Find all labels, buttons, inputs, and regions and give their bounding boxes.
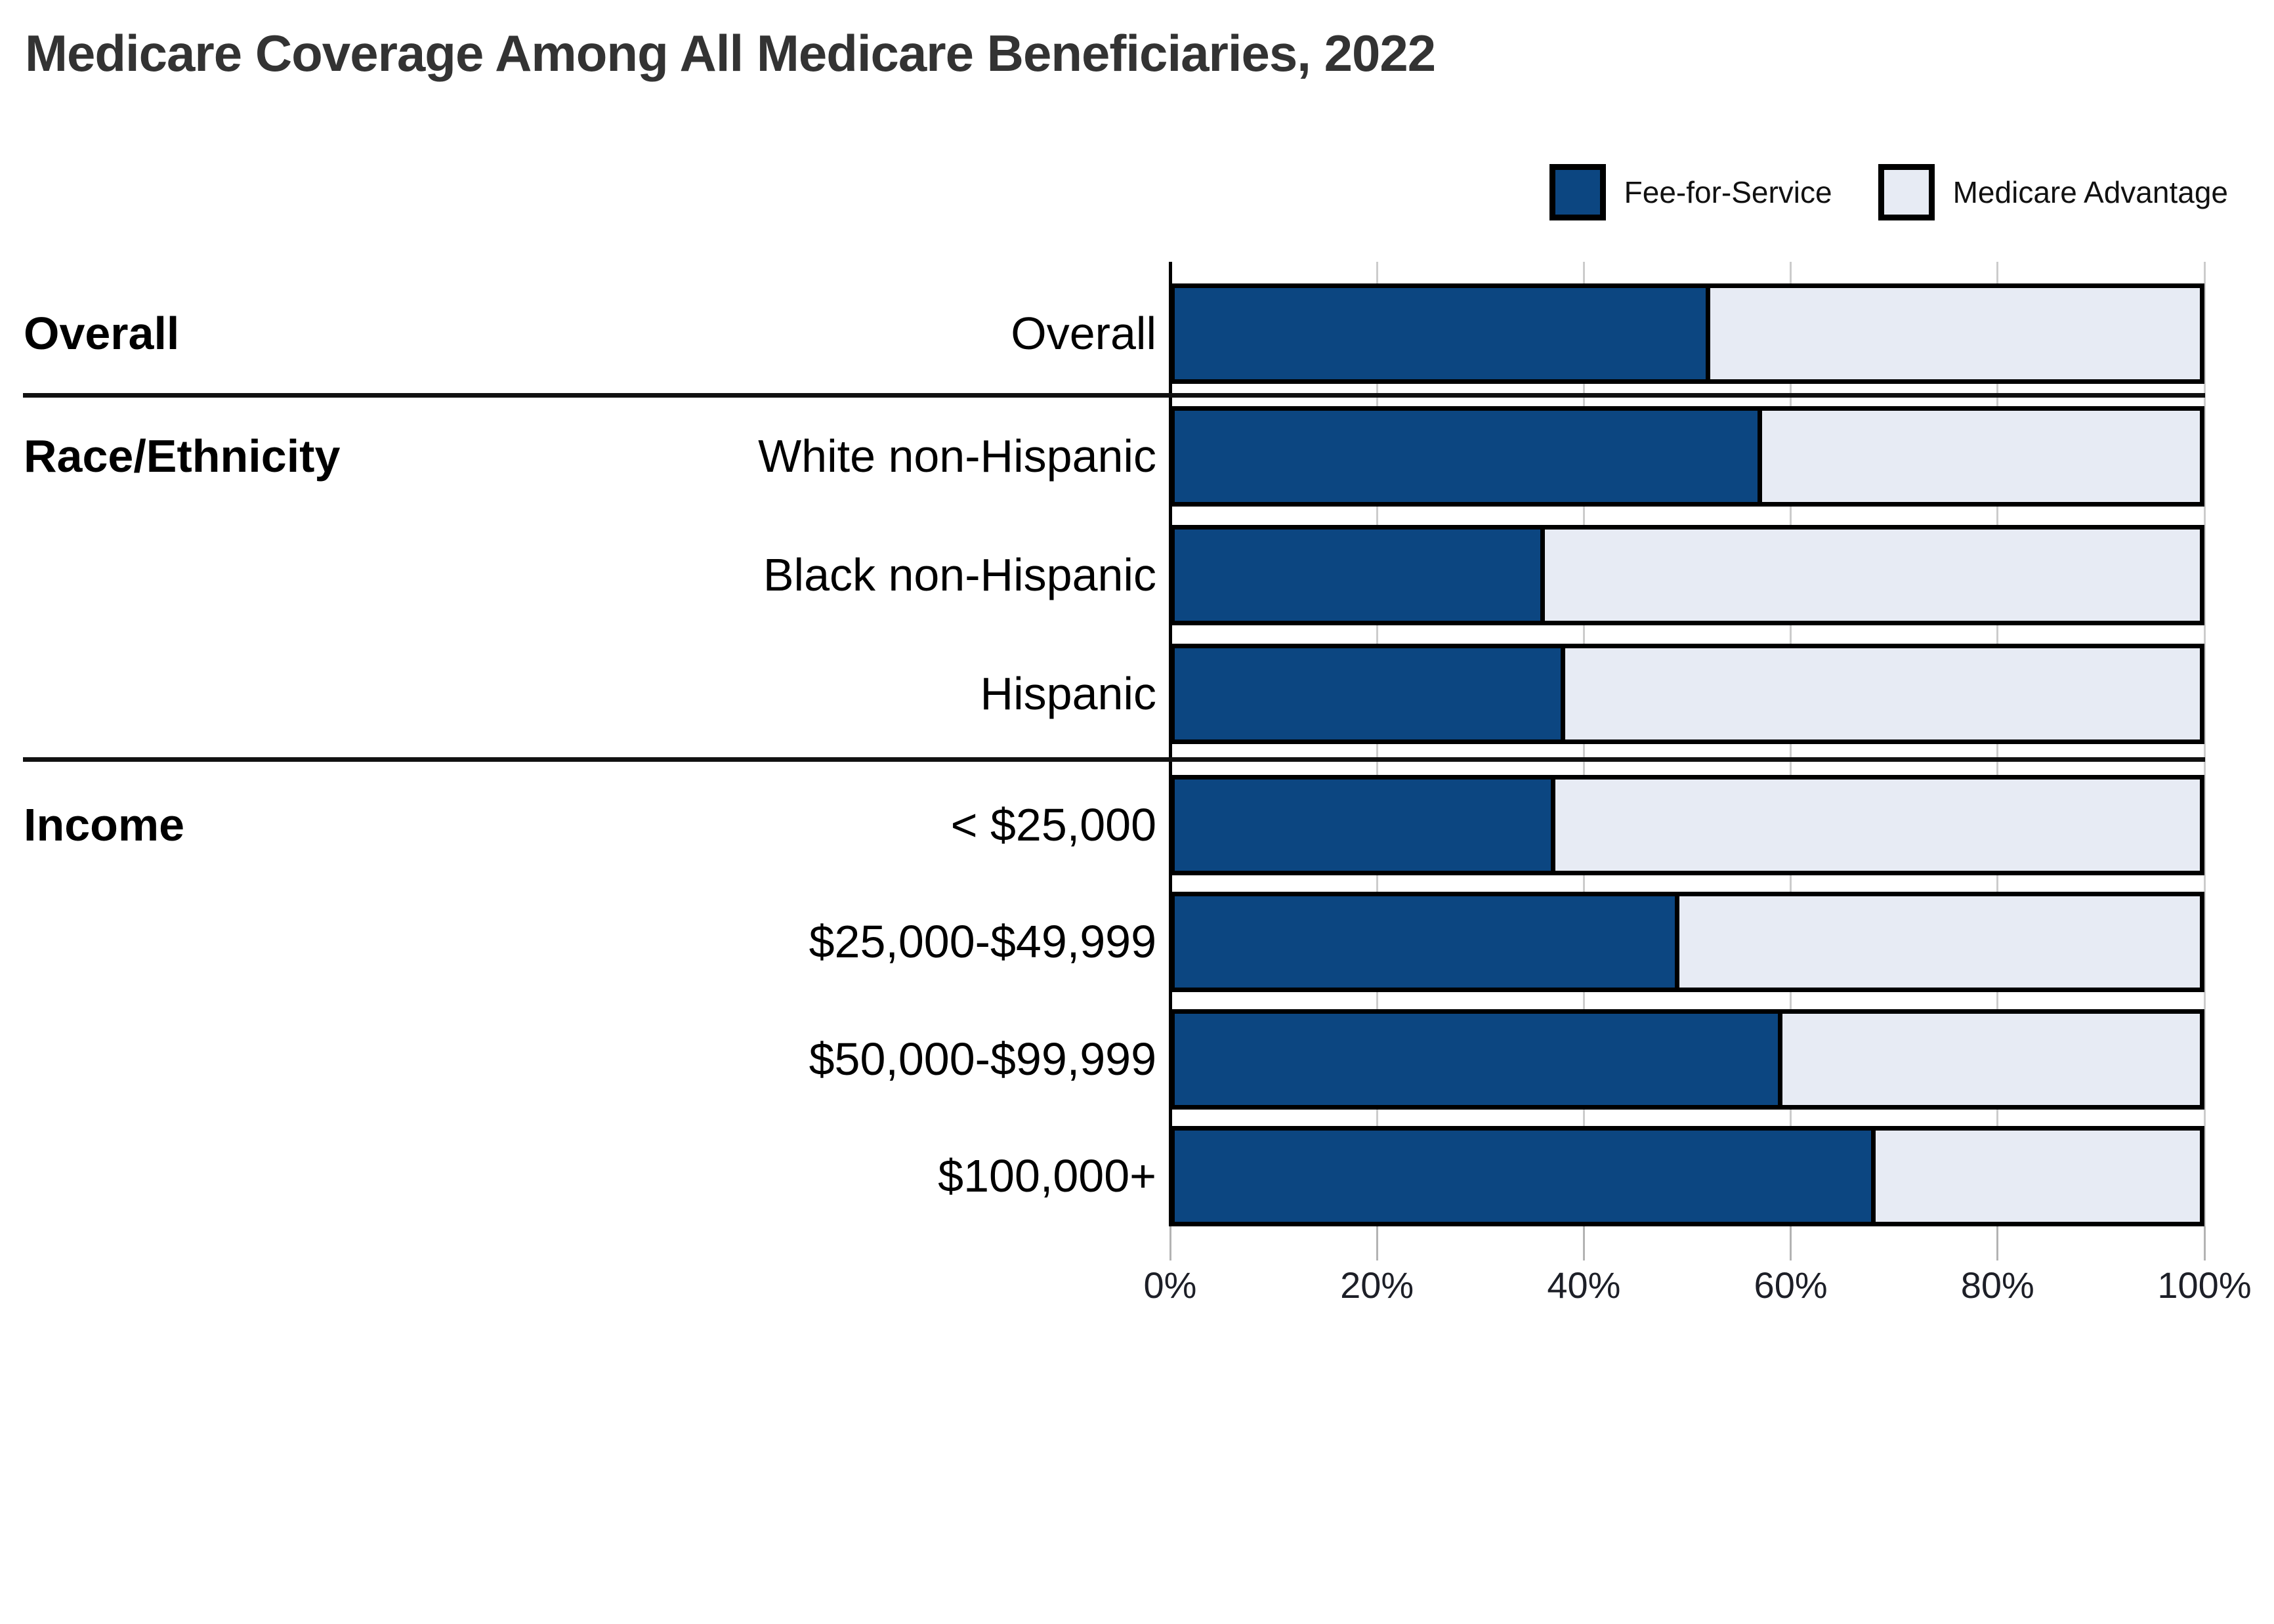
axis-tick-40 (1582, 1226, 1585, 1260)
group-divider-0 (23, 393, 2205, 398)
bar-segment-medicare-advantage (1876, 1131, 2200, 1222)
axis-tick-label: 40% (1547, 1264, 1621, 1306)
row-label: Hispanic (980, 668, 1156, 719)
bar-segment-fee-for-service (1175, 1014, 1783, 1105)
bar-segment-fee-for-service (1175, 288, 1711, 379)
gridline-20 (1376, 262, 1378, 1226)
legend: Fee-for-Service Medicare Advantage (1549, 164, 2228, 220)
row-label: < $25,000 (950, 799, 1156, 850)
bar-segment-medicare-advantage (1544, 530, 2200, 621)
axis-tick-label: 20% (1340, 1264, 1414, 1306)
bar-row (1170, 283, 2204, 384)
axis-tick-100 (2203, 1226, 2206, 1260)
group-label-2: Income (24, 799, 185, 850)
group-divider-1 (23, 757, 2205, 762)
group-label-0: Overall (24, 308, 180, 359)
bar-segment-fee-for-service (1175, 896, 1679, 988)
bar-segment-medicare-advantage (1679, 896, 2200, 988)
axis-tick-80 (1996, 1226, 1999, 1260)
gridline-80 (1996, 262, 1999, 1226)
row-label: Black non-Hispanic (763, 549, 1156, 600)
bar-segment-fee-for-service (1175, 648, 1566, 739)
axis-tick-0 (1169, 1226, 1171, 1260)
row-label: White non-Hispanic (758, 430, 1156, 482)
bar-segment-medicare-advantage (1782, 1014, 2200, 1105)
gridline-40 (1582, 262, 1585, 1226)
bar-segment-fee-for-service (1175, 411, 1762, 502)
legend-swatch-fee-for-service (1549, 164, 1606, 220)
bar-segment-fee-for-service (1175, 780, 1555, 871)
bar-segment-fee-for-service (1175, 530, 1545, 621)
bar-segment-medicare-advantage (1761, 411, 2200, 502)
legend-label: Medicare Advantage (1952, 175, 2228, 209)
bar-row (1170, 644, 2204, 744)
row-label: $25,000-$49,999 (809, 916, 1156, 967)
gridline-60 (1790, 262, 1792, 1226)
bar-segment-medicare-advantage (1710, 288, 2200, 379)
group-label-1: Race/Ethnicity (24, 430, 341, 482)
bar-row (1170, 1126, 2204, 1226)
bar-segment-fee-for-service (1175, 1131, 1876, 1222)
gridline-100 (2203, 262, 2206, 1226)
axis-tick-label: 80% (1960, 1264, 2034, 1306)
bar-row (1170, 1009, 2204, 1110)
row-label: $100,000+ (938, 1150, 1156, 1201)
axis-tick-label: 0% (1143, 1264, 1197, 1306)
axis-tick-60 (1790, 1226, 1792, 1260)
bar-segment-medicare-advantage (1555, 780, 2200, 871)
axis-tick-label: 100% (2157, 1264, 2252, 1306)
row-label: $50,000-$99,999 (809, 1033, 1156, 1085)
legend-swatch-medicare-advantage (1878, 164, 1935, 220)
legend-label: Fee-for-Service (1624, 175, 1832, 209)
bar-row (1170, 892, 2204, 992)
bar-row (1170, 525, 2204, 625)
axis-tick-20 (1376, 1226, 1378, 1260)
axis-tick-label: 60% (1754, 1264, 1828, 1306)
y-axis-line (1169, 262, 1172, 1226)
row-label: Overall (1011, 308, 1156, 359)
bar-row (1170, 406, 2204, 507)
bar-row (1170, 775, 2204, 875)
legend-item: Fee-for-Service (1549, 164, 1832, 220)
bar-segment-medicare-advantage (1565, 648, 2200, 739)
legend-item: Medicare Advantage (1878, 164, 2228, 220)
chart-title: Medicare Coverage Among All Medicare Ben… (25, 24, 1436, 82)
